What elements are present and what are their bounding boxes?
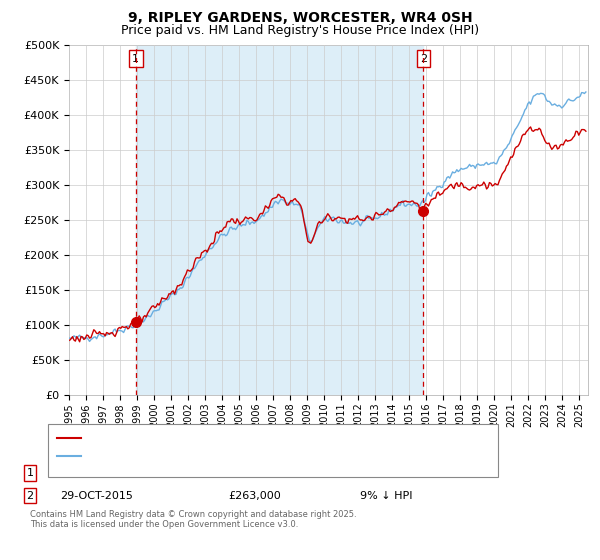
Text: Price paid vs. HM Land Registry's House Price Index (HPI): Price paid vs. HM Land Registry's House …	[121, 24, 479, 36]
Text: 30-NOV-1998: 30-NOV-1998	[60, 468, 134, 478]
Text: 3% ↑ HPI: 3% ↑ HPI	[360, 468, 412, 478]
Text: £263,000: £263,000	[228, 491, 281, 501]
Text: 2: 2	[26, 491, 34, 501]
Text: 29-OCT-2015: 29-OCT-2015	[60, 491, 133, 501]
Text: 1: 1	[132, 54, 139, 64]
Text: 9, RIPLEY GARDENS, WORCESTER, WR4 0SH: 9, RIPLEY GARDENS, WORCESTER, WR4 0SH	[128, 11, 472, 25]
Text: 9, RIPLEY GARDENS, WORCESTER, WR4 0SH (detached house): 9, RIPLEY GARDENS, WORCESTER, WR4 0SH (d…	[87, 433, 412, 444]
Text: 2: 2	[420, 54, 427, 64]
Text: 9% ↓ HPI: 9% ↓ HPI	[360, 491, 413, 501]
Text: £103,950: £103,950	[228, 468, 281, 478]
Text: Contains HM Land Registry data © Crown copyright and database right 2025.
This d: Contains HM Land Registry data © Crown c…	[30, 510, 356, 529]
Text: 1: 1	[26, 468, 34, 478]
Bar	[136, 45, 424, 395]
Text: HPI: Average price, detached house, Worcester: HPI: Average price, detached house, Worc…	[87, 451, 332, 461]
